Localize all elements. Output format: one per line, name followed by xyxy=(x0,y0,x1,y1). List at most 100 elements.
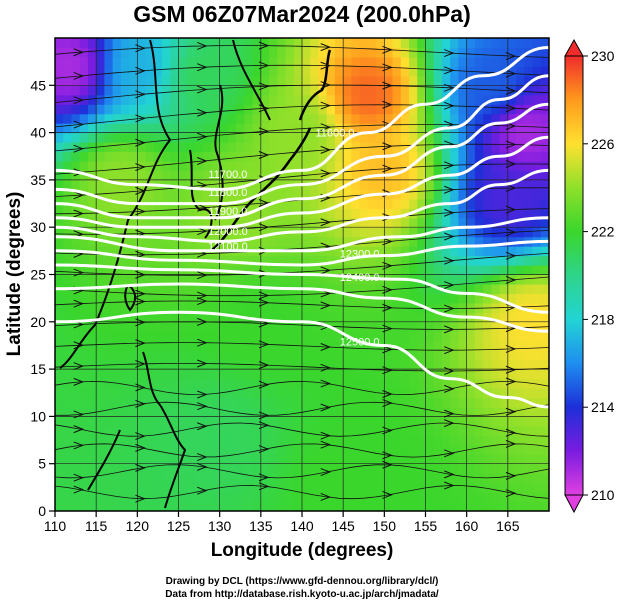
heatmap-cell xyxy=(450,473,460,484)
heatmap-cell xyxy=(170,416,180,427)
heatmap-cell xyxy=(186,501,196,511)
heatmap-cell xyxy=(153,274,163,285)
heatmap-cell xyxy=(252,255,262,266)
heatmap-cell xyxy=(137,38,147,49)
streamline-arrow xyxy=(382,45,393,54)
heatmap-cell xyxy=(359,406,369,417)
heatmap-cell xyxy=(400,473,410,484)
heatmap-cell xyxy=(474,388,484,399)
heatmap-cell xyxy=(491,274,501,285)
heatmap-cell xyxy=(293,378,303,389)
heatmap-cell xyxy=(104,425,114,436)
heatmap-cell xyxy=(252,142,262,153)
heatmap-cell xyxy=(326,340,336,351)
heatmap-cell xyxy=(145,350,155,361)
streamline xyxy=(55,464,549,479)
streamline-arrow xyxy=(135,66,146,75)
heatmap-cell xyxy=(351,302,361,313)
heatmap-cell xyxy=(285,217,295,228)
heatmap-cell xyxy=(162,340,171,351)
heatmap-cell xyxy=(409,454,418,465)
heatmap-cell xyxy=(417,38,427,49)
heatmap-cell xyxy=(112,501,122,511)
heatmap-cell xyxy=(483,246,492,257)
heatmap-cell xyxy=(178,463,188,474)
heatmap-cell xyxy=(516,454,525,465)
heatmap-cell xyxy=(63,56,73,67)
heatmap-cell xyxy=(285,416,295,427)
heatmap-cell xyxy=(425,151,435,162)
heatmap-cell xyxy=(351,94,361,105)
heatmap-cell xyxy=(236,170,245,181)
heatmap-cell xyxy=(211,104,221,115)
heatmap-cell xyxy=(532,425,542,436)
heatmap-cell xyxy=(334,189,344,200)
heatmap-cell xyxy=(450,293,460,304)
heatmap-cell xyxy=(367,85,377,96)
heatmap-cell xyxy=(524,378,534,389)
heatmap-cell xyxy=(326,123,336,134)
streamline-arrow xyxy=(258,175,270,184)
heatmap-cell xyxy=(433,38,443,49)
heatmap-cell xyxy=(491,47,501,58)
heatmap-cell xyxy=(507,56,517,67)
streamline-arrow xyxy=(197,291,208,300)
heatmap-cell xyxy=(96,198,105,209)
heatmap-cell xyxy=(466,302,476,313)
heatmap-cell xyxy=(63,444,73,455)
heatmap-cell xyxy=(384,321,394,332)
heatmap-cell xyxy=(466,293,476,304)
heatmap-cell xyxy=(120,142,130,153)
heatmap-cell xyxy=(540,189,549,200)
heatmap-cell xyxy=(79,189,89,200)
heatmap-cell xyxy=(310,104,320,115)
heatmap-cell xyxy=(474,151,484,162)
heatmap-cell xyxy=(112,47,122,58)
heatmap-cell xyxy=(194,142,204,153)
heatmap-cell xyxy=(236,189,245,200)
height-contour-12000-0 xyxy=(55,168,549,243)
heatmap-cell xyxy=(71,378,81,389)
wind-streamlines xyxy=(55,41,549,503)
heatmap-cell xyxy=(186,293,196,304)
heatmap-cell xyxy=(491,198,501,209)
heatmap-cell xyxy=(162,283,171,295)
heatmap-cell xyxy=(351,454,361,465)
heatmap-cell xyxy=(137,331,147,342)
heatmap-cell xyxy=(441,160,451,172)
heatmap-cell xyxy=(260,66,270,77)
heatmap-cell xyxy=(252,350,262,361)
heatmap-cell xyxy=(203,444,213,455)
heatmap-cell xyxy=(359,425,369,436)
heatmap-cell xyxy=(203,454,213,465)
heatmap-cell xyxy=(277,293,287,304)
heatmap-cell xyxy=(367,406,377,417)
heatmap-cell xyxy=(219,302,229,313)
heatmap-cell xyxy=(491,132,501,143)
heatmap-cell xyxy=(491,123,501,134)
heatmap-cell xyxy=(120,66,130,77)
heatmap-cell xyxy=(211,208,221,219)
heatmap-cell xyxy=(433,293,443,304)
heatmap-cell xyxy=(252,406,262,417)
heatmap-cell xyxy=(334,75,344,86)
heatmap-cell xyxy=(318,94,328,105)
heatmap-cell xyxy=(524,85,534,96)
heatmap-cell xyxy=(400,501,410,511)
heatmap-cell xyxy=(112,85,122,96)
heatmap-cell xyxy=(293,170,303,181)
heatmap-cell xyxy=(269,444,278,455)
heatmap-cell xyxy=(194,104,204,115)
heatmap-cell xyxy=(458,406,468,417)
heatmap-cell xyxy=(87,340,97,351)
heatmap-cell xyxy=(466,274,476,285)
heatmap-cell xyxy=(343,369,352,380)
heatmap-cell xyxy=(532,359,542,370)
heatmap-cell xyxy=(433,151,443,162)
heatmap-cell xyxy=(359,246,369,257)
contour-label: 12100.0 xyxy=(208,241,248,253)
heatmap-cell xyxy=(524,160,534,172)
heatmap-cell xyxy=(400,94,410,105)
heatmap-cell xyxy=(318,198,328,209)
heatmap-cell xyxy=(425,132,435,143)
